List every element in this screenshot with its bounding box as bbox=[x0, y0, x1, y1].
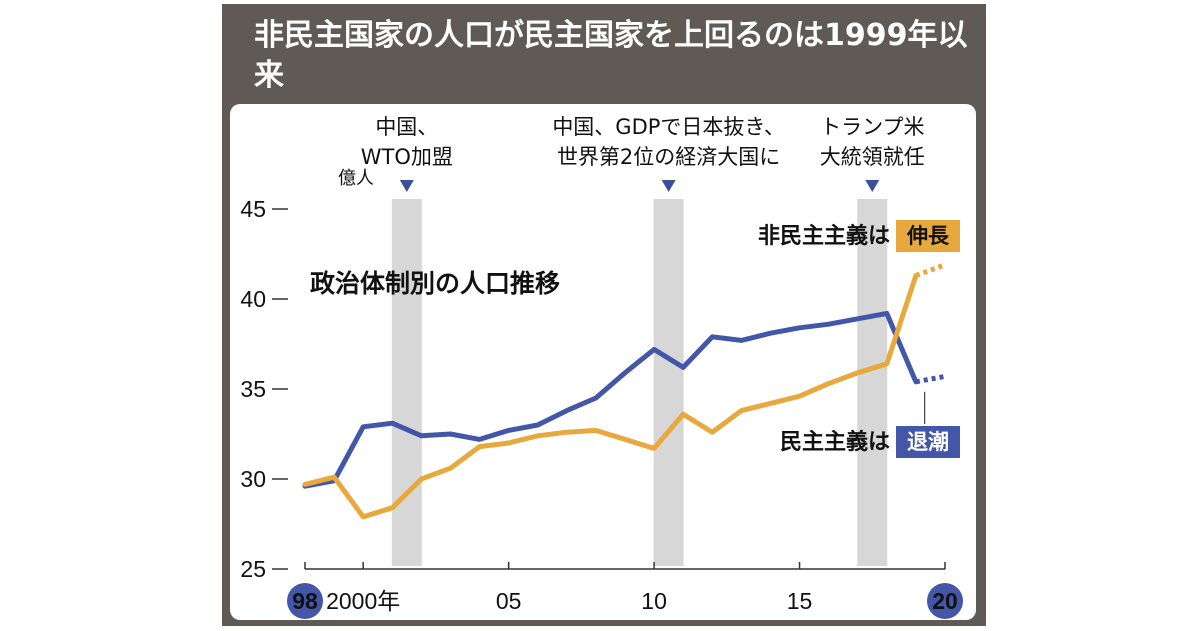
y-tick-label-30: 30 bbox=[240, 466, 266, 492]
line-chart: 45 40 35 30 25 98 2000年 05 10 15 20 中国、 WTO加盟 中国、GD… bbox=[240, 115, 963, 619]
event-marker-1 bbox=[661, 180, 676, 192]
chart-title: 非民主国家の人口が民主国家を上回るのは1999年以来 bbox=[254, 18, 968, 93]
series-line-0 bbox=[302, 310, 919, 489]
event-marker-0 bbox=[399, 180, 414, 192]
y-tick-label-45: 45 bbox=[240, 196, 266, 222]
x-tick-label-98: 98 bbox=[292, 588, 318, 614]
series-label-1: 非民主主義は bbox=[758, 223, 890, 249]
series-lines bbox=[302, 262, 946, 520]
x-tick-badge-98 bbox=[287, 583, 323, 619]
x-tick-label-20: 20 bbox=[932, 588, 958, 614]
series-badge-1 bbox=[896, 220, 960, 252]
event-band-0 bbox=[391, 199, 422, 566]
y-axis: 45 40 35 30 25 bbox=[240, 196, 288, 582]
series-label-0: 民主主義は bbox=[780, 429, 890, 455]
series-line-1 bbox=[302, 273, 919, 520]
series-projection-1 bbox=[915, 262, 946, 278]
series-labels: 民主主義は 退潮 非民主主義は 伸長 bbox=[758, 220, 960, 458]
x-tick-label-2000年: 2000年 bbox=[326, 588, 400, 614]
x-tick-label-15: 15 bbox=[787, 588, 813, 614]
event-label-1-1: 世界第2位の経済大国に bbox=[557, 145, 780, 169]
event-label-1-0: 中国、GDPで日本抜き、 bbox=[552, 115, 785, 139]
series-projection-0 bbox=[915, 373, 946, 385]
event-label-2-0: トランプ米 bbox=[820, 115, 924, 139]
chart-frame: 非民主国家の人口が民主国家を上回るのは1999年以来 45 40 35 30 25 98… bbox=[222, 4, 986, 626]
x-tick-label-05: 05 bbox=[496, 588, 522, 614]
event-marker-2 bbox=[865, 180, 880, 192]
event-annotations: 中国、 WTO加盟 中国、GDPで日本抜き、世界第2位の経済大国に トランプ米大統領就… bbox=[361, 115, 925, 192]
x-tick-badge-20 bbox=[927, 583, 963, 619]
series-highlight-0: 退潮 bbox=[907, 430, 949, 454]
y-tick-label-35: 35 bbox=[240, 376, 266, 402]
event-label-0-1: WTO加盟 bbox=[361, 145, 453, 169]
event-label-0-0: 中国、 bbox=[375, 115, 438, 139]
chart-panel: 45 40 35 30 25 98 2000年 05 10 15 20 中国、 WTO加盟 中国、GD… bbox=[230, 104, 976, 620]
series-badge-0 bbox=[896, 426, 960, 458]
chart-subtitle: 政治体制別の人口推移 bbox=[310, 269, 560, 298]
series-highlight-1: 伸長 bbox=[906, 224, 950, 248]
y-tick-label-25: 25 bbox=[240, 556, 266, 582]
event-band-2 bbox=[857, 199, 888, 566]
x-axis: 98 2000年 05 10 15 20 bbox=[287, 562, 963, 619]
x-tick-label-10: 10 bbox=[641, 588, 667, 614]
y-axis-unit: 億人 bbox=[338, 168, 374, 189]
event-bands bbox=[391, 199, 888, 566]
y-tick-label-40: 40 bbox=[240, 286, 266, 312]
event-band-1 bbox=[653, 199, 684, 566]
event-label-2-1: 大統領就任 bbox=[820, 145, 925, 169]
